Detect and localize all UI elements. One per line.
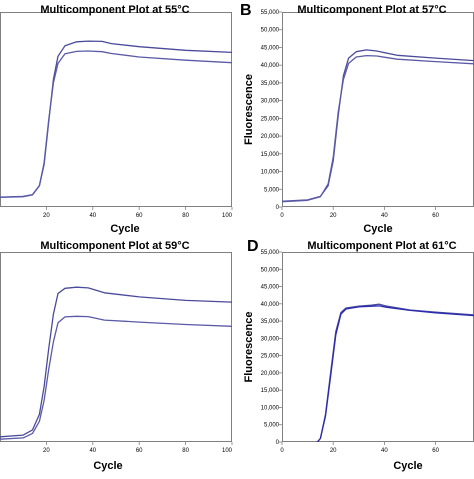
chart-panel-2: 0 5,000 10,000 15,000 20,000 25,000 30,000 35,0…	[240, 2, 474, 235]
chart-title: Multicomponent Plot at 55°C	[40, 4, 189, 16]
chart-title: Multicomponent Plot at 57°C	[297, 4, 446, 16]
x-tick-label: 100	[222, 448, 233, 454]
plot-area	[0, 252, 232, 442]
y-tick-label: 40,000	[261, 302, 280, 308]
y-tick-label: 40,000	[261, 63, 280, 69]
series-group	[282, 49, 474, 211]
y-tick-label: 30,000	[261, 99, 280, 105]
series-group	[0, 286, 232, 444]
plot-area	[282, 252, 474, 442]
y-tick-label: 0	[276, 205, 280, 211]
x-tick-label: 0	[280, 448, 284, 454]
y-tick-label: 45,000	[261, 45, 280, 51]
x-tick-label: 40	[89, 448, 96, 454]
x-tick-label: 20	[330, 213, 337, 219]
x-axis-label: Cycle	[93, 460, 122, 472]
series-line-2	[0, 315, 232, 440]
x-tick-label: 20	[43, 213, 50, 219]
x-tick-label: 60	[136, 213, 143, 219]
y-tick-label: 45,000	[261, 285, 280, 291]
chart-title: Multicomponent Plot at 61°C	[307, 240, 456, 252]
x-tick-label: 20	[330, 448, 337, 454]
y-tick-label: 25,000	[261, 354, 280, 360]
series-line-3	[282, 208, 331, 211]
y-tick-label: 25,000	[261, 116, 280, 122]
y-tick-label: 15,000	[261, 388, 280, 394]
series-group	[316, 303, 474, 442]
panel-letter: B	[240, 2, 252, 19]
y-tick-label: 30,000	[261, 336, 280, 342]
x-axis-label: Cycle	[110, 223, 139, 235]
series-line-3	[0, 443, 37, 444]
y-tick-label: 5,000	[264, 187, 280, 193]
y-tick-label: 50,000	[261, 28, 280, 34]
series-line-2	[0, 50, 232, 199]
plot-area	[0, 12, 232, 207]
y-tick-label: 15,000	[261, 152, 280, 158]
series-line-2	[282, 54, 474, 203]
x-tick-label: 80	[182, 448, 189, 454]
x-axis-label: Cycle	[393, 460, 422, 472]
x-tick-label: 60	[432, 213, 439, 219]
x-tick-label: 40	[381, 448, 388, 454]
x-axis-label: Cycle	[363, 223, 392, 235]
series-group	[0, 40, 232, 212]
chart-panel-1: 20 40 60 80 100 Multicomponent Plot at 55°C Cy…	[0, 4, 233, 235]
y-axis-label: Fluorescence	[243, 312, 255, 383]
y-axis-label: Fluorescence	[243, 74, 255, 145]
panel-letter: D	[247, 238, 259, 255]
y-tick-label: 20,000	[261, 134, 280, 140]
x-tick-label: 20	[43, 448, 50, 454]
x-tick-label: 0	[280, 213, 284, 219]
chart-panel-4: 0 5,000 10,000 15,000 20,000 25,000 30,000 35,0…	[243, 238, 474, 472]
y-tick-label: 0	[276, 440, 280, 446]
x-tick-label: 40	[381, 213, 388, 219]
x-tick-label: 100	[222, 213, 233, 219]
y-tick-label: 10,000	[261, 405, 280, 411]
chart-title: Multicomponent Plot at 59°C	[40, 240, 189, 252]
y-tick-label: 5,000	[264, 423, 280, 429]
x-tick-label: 60	[432, 448, 439, 454]
y-tick-label: 50,000	[261, 267, 280, 273]
series-line-3	[0, 208, 42, 212]
y-tick-label: 20,000	[261, 371, 280, 377]
y-tick-label: 55,000	[261, 10, 280, 16]
x-tick-label: 60	[136, 448, 143, 454]
chart-panel-3: 20 40 60 80 100 Multicomponent Plot at 59°C Cy…	[0, 240, 233, 472]
series-line-2	[316, 305, 474, 442]
y-tick-label: 10,000	[261, 170, 280, 176]
y-tick-label: 35,000	[261, 319, 280, 325]
series-line-1	[0, 286, 232, 438]
x-tick-label: 40	[89, 213, 96, 219]
y-tick-label: 55,000	[261, 250, 280, 256]
y-tick-label: 35,000	[261, 81, 280, 87]
plot-area	[282, 12, 474, 207]
x-tick-label: 80	[182, 213, 189, 219]
